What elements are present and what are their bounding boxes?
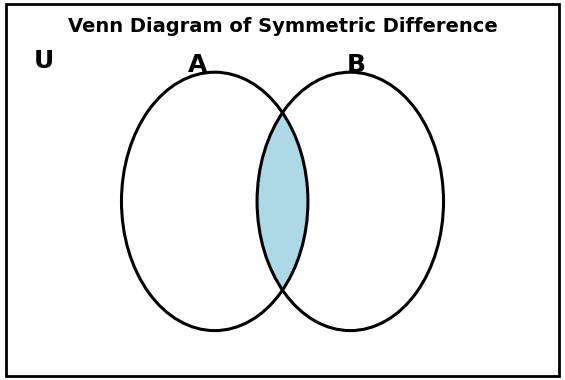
Text: U: U [34, 49, 54, 73]
Text: Venn Diagram of Symmetric Difference: Venn Diagram of Symmetric Difference [68, 17, 497, 36]
Text: A: A [188, 52, 207, 77]
Polygon shape [257, 113, 308, 290]
Text: B: B [346, 52, 366, 77]
